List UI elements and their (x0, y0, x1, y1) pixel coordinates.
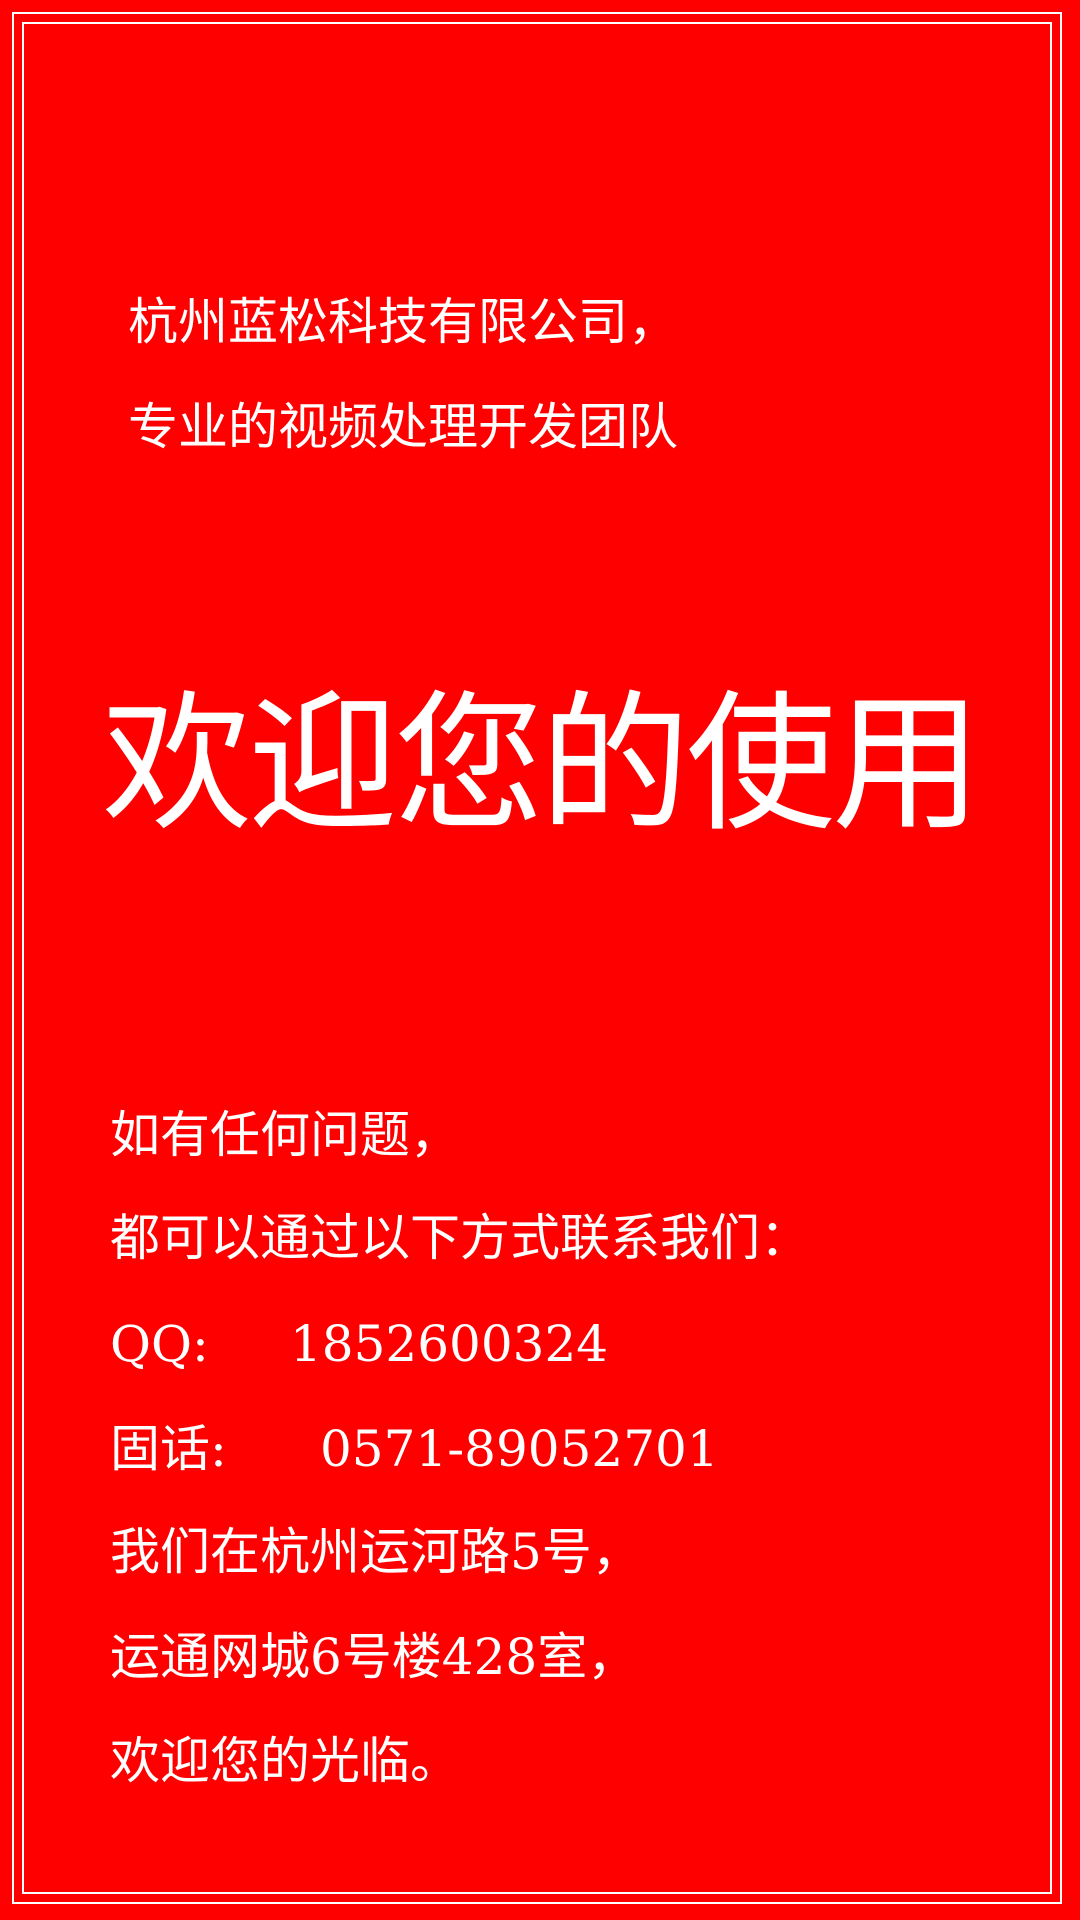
phone-label: 固话: (110, 1420, 227, 1478)
contact-instructions: 都可以通过以下方式联系我们： (110, 1209, 810, 1267)
inner-border (22, 22, 1052, 1894)
qq-label: QQ: (110, 1315, 209, 1373)
qq-number: 1852600324 (290, 1315, 609, 1373)
closing-text: 欢迎您的光临。 (110, 1732, 460, 1790)
welcome-headline: 欢迎您的使用 (101, 678, 982, 852)
phone-row: 固话: 0571-89052701 (110, 1419, 719, 1479)
qq-row: QQ: 1852600324 (110, 1314, 608, 1374)
company-tagline: 专业的视频处理开发团队 (128, 398, 678, 456)
company-name: 杭州蓝松科技有限公司， (128, 293, 678, 351)
address-line-1: 我们在杭州运河路5号， (110, 1523, 642, 1581)
contact-intro: 如有任何问题， (110, 1106, 460, 1164)
outer-border (12, 12, 1062, 1904)
phone-number: 0571-89052701 (320, 1420, 719, 1478)
address-line-2: 运通网城6号楼428室， (110, 1628, 638, 1686)
